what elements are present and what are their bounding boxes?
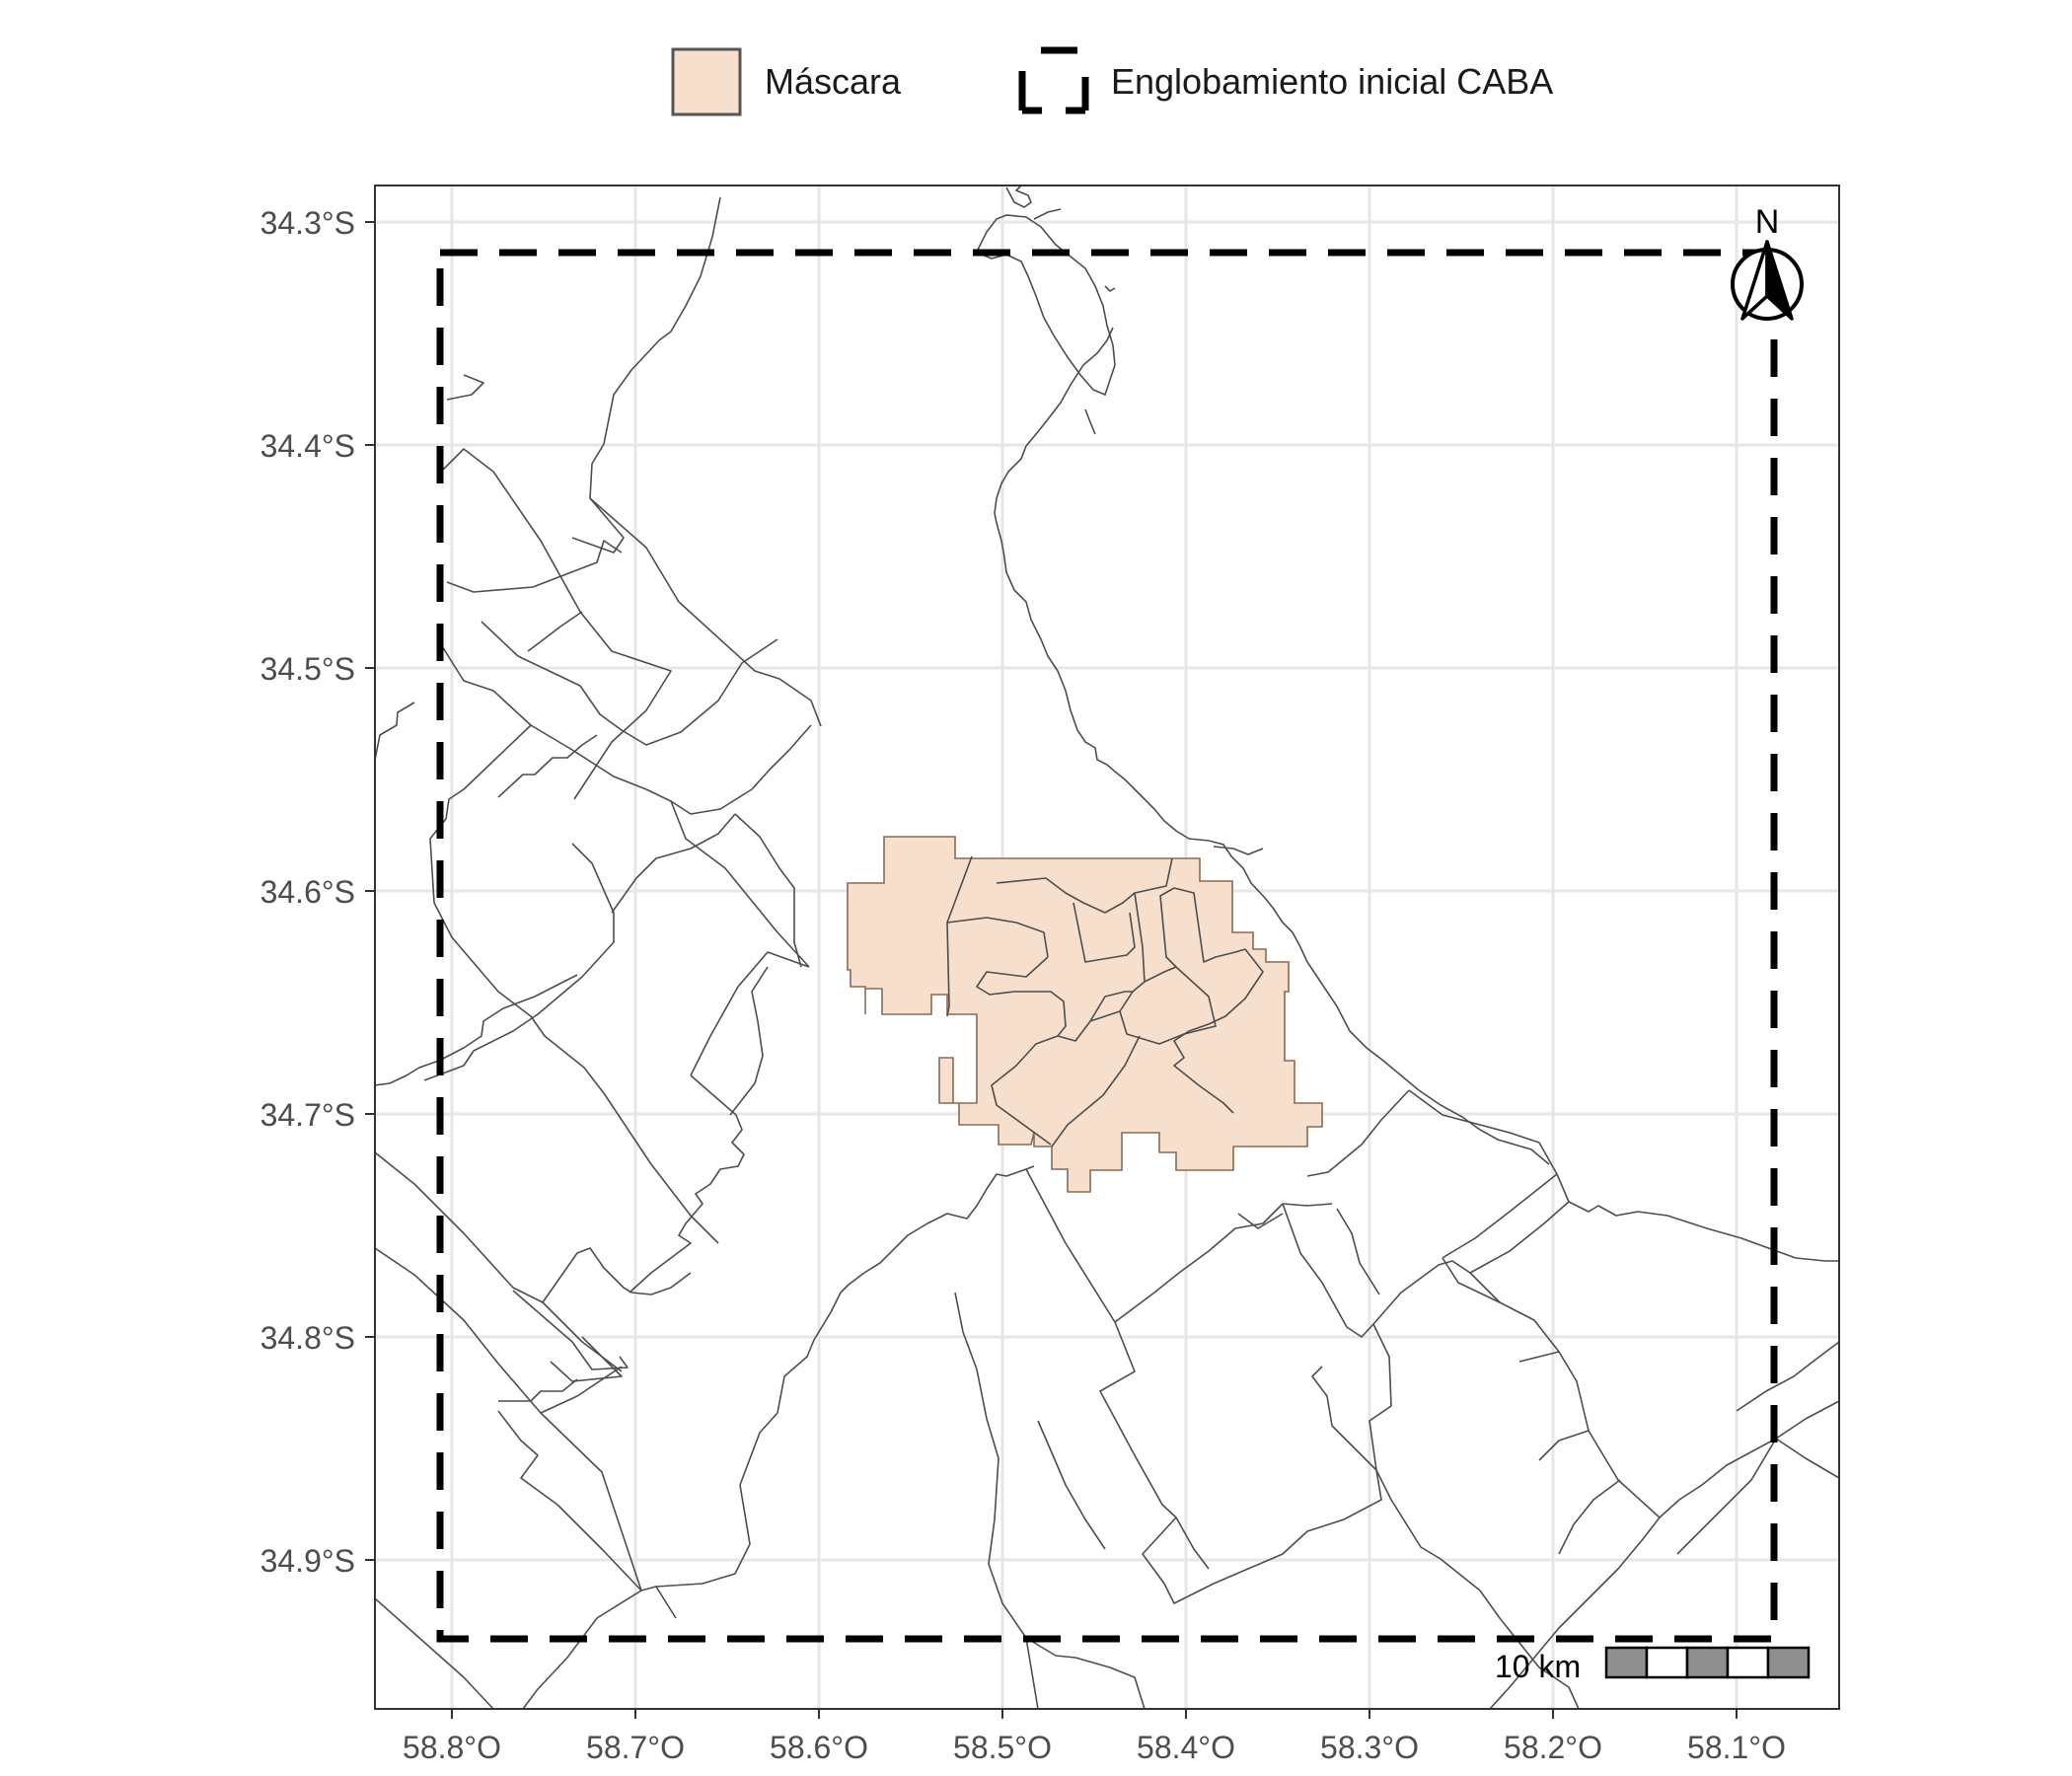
north-label: N — [1755, 203, 1780, 241]
coastline — [975, 185, 1550, 1165]
y-tick-label: 34.3°S — [260, 205, 355, 241]
y-axis: 34.3°S 34.4°S 34.5°S 34.6°S 34.7°S 34.8°… — [260, 205, 375, 1579]
legend-key-mascara — [671, 47, 742, 116]
scale-bar-segment — [1604, 1646, 1649, 1679]
x-tick-label: 58.4°O — [1137, 1730, 1235, 1765]
mask-internal-boundaries — [946, 855, 1264, 1147]
y-tick-label: 34.6°S — [260, 874, 355, 910]
partido-boundaries — [374, 196, 1840, 1710]
x-tick-label: 58.5°O — [953, 1730, 1052, 1765]
scale-bar-segment — [1645, 1646, 1689, 1679]
x-tick-label: 58.2°O — [1504, 1730, 1602, 1765]
mask-polygon — [847, 836, 1323, 1193]
scale-bar-segment — [1766, 1646, 1811, 1679]
y-tick-label: 34.7°S — [260, 1097, 355, 1133]
legend: Máscara Englobamiento inicial CABA — [671, 46, 1553, 116]
x-tick-label: 58.3°O — [1320, 1730, 1419, 1765]
y-tick-label: 34.4°S — [260, 428, 355, 464]
x-tick-label: 58.8°O — [403, 1730, 501, 1765]
x-tick-label: 58.6°O — [770, 1730, 868, 1765]
north-arrow-icon: N — [1731, 203, 1804, 321]
scale-bar-segment — [1685, 1646, 1730, 1679]
x-axis: 58.8°O 58.7°O 58.6°O 58.5°O 58.4°O 58.3°… — [403, 1709, 1786, 1765]
y-tick-label: 34.8°S — [260, 1320, 355, 1356]
caba-bounding-box — [436, 249, 1778, 1643]
legend-key-bbox — [1018, 46, 1089, 114]
legend-label-bbox: Englobamiento inicial CABA — [1111, 61, 1553, 102]
x-tick-label: 58.1°O — [1687, 1730, 1786, 1765]
legend-label-mascara: Máscara — [765, 61, 902, 102]
scale-bar: 10 km — [1495, 1646, 1811, 1684]
x-tick-label: 58.7°O — [586, 1730, 685, 1765]
scale-bar-segment — [1726, 1646, 1770, 1679]
scale-bar-label: 10 km — [1495, 1649, 1581, 1684]
y-tick-label: 34.5°S — [260, 651, 355, 687]
y-tick-label: 34.9°S — [260, 1543, 355, 1579]
map-panel-border — [374, 185, 1840, 1710]
